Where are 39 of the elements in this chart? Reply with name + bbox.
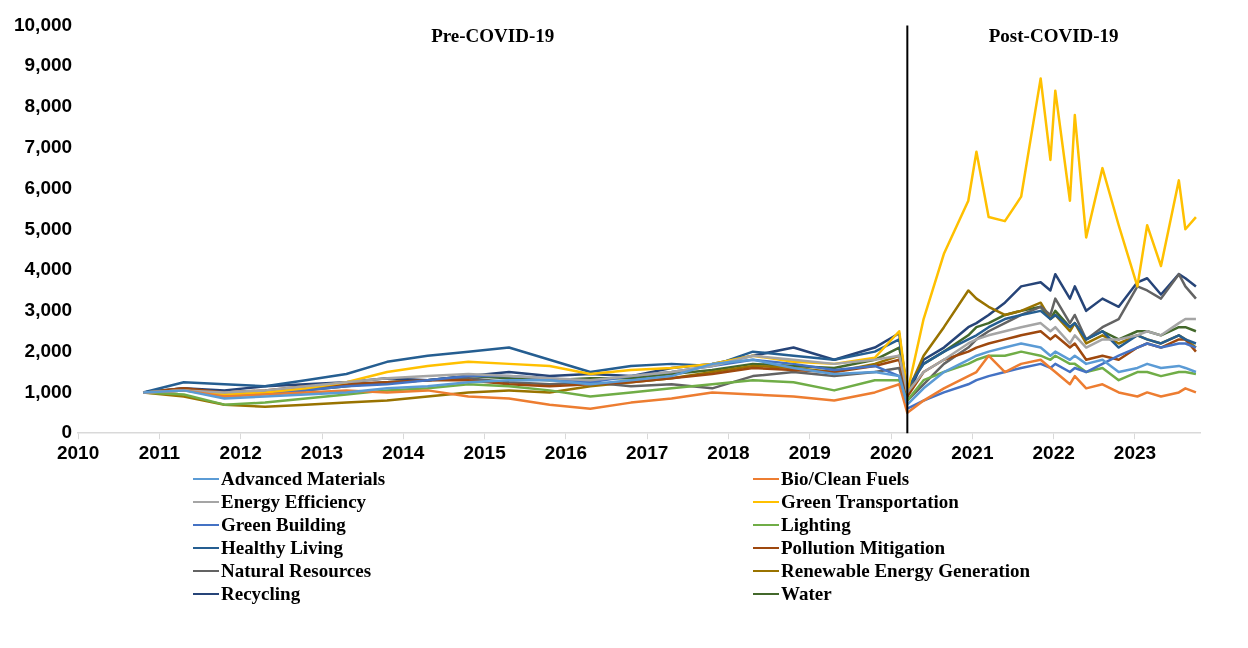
- x-tick-label: 2012: [219, 441, 262, 463]
- legend-label: Pollution Mitigation: [781, 537, 946, 559]
- x-tick-label: 2018: [707, 441, 750, 463]
- legend-label: Recycling: [221, 583, 301, 605]
- x-tick-label: 2022: [1032, 441, 1075, 463]
- y-tick-label: 2,000: [24, 339, 73, 361]
- legend-label: Green Transportation: [781, 491, 959, 513]
- x-tick-label: 2020: [869, 441, 913, 463]
- legend-label: Healthy Living: [221, 537, 343, 559]
- legend-label: Advanced Materials: [221, 468, 386, 490]
- y-tick-label: 6,000: [24, 176, 73, 198]
- y-tick-label: 0: [61, 421, 73, 443]
- legend-label: Natural Resources: [221, 560, 372, 582]
- y-tick-label: 1,000: [24, 380, 73, 402]
- y-tick-label: 4,000: [24, 258, 73, 280]
- y-tick-label: 10,000: [13, 13, 73, 35]
- y-tick-label: 5,000: [24, 217, 73, 239]
- y-tick-label: 7,000: [24, 135, 73, 157]
- legend-label: Lighting: [781, 514, 851, 536]
- x-tick-label: 2021: [951, 441, 994, 463]
- annotation: Pre-COVID-19: [431, 25, 555, 47]
- x-tick-label: 2023: [1113, 441, 1157, 463]
- x-tick-label: 2019: [788, 441, 831, 463]
- x-tick-label: 2015: [463, 441, 507, 463]
- x-tick-label: 2013: [300, 441, 344, 463]
- y-tick-label: 3,000: [24, 299, 73, 321]
- x-tick-label: 2011: [138, 441, 181, 463]
- annotation: Post-COVID-19: [988, 25, 1119, 47]
- legend-label: Bio/Clean Fuels: [781, 468, 910, 490]
- legend-label: Energy Efficiency: [221, 491, 367, 513]
- x-tick-label: 2010: [56, 441, 100, 463]
- y-tick-label: 8,000: [24, 95, 73, 117]
- x-tick-label: 2016: [544, 441, 588, 463]
- x-tick-label: 2017: [626, 441, 669, 463]
- x-tick-label: 2014: [382, 441, 425, 463]
- y-tick-label: 9,000: [24, 54, 73, 76]
- legend-label: Green Building: [221, 514, 346, 536]
- legend-label: Water: [781, 583, 832, 605]
- legend-label: Renewable Energy Generation: [781, 560, 1031, 582]
